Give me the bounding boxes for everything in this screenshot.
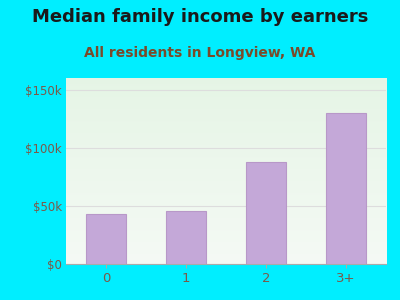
Bar [326,113,366,264]
Bar [246,162,286,264]
Bar [166,211,206,264]
Text: Median family income by earners: Median family income by earners [32,8,368,26]
Text: All residents in Longview, WA: All residents in Longview, WA [84,46,316,61]
Bar [86,214,126,264]
